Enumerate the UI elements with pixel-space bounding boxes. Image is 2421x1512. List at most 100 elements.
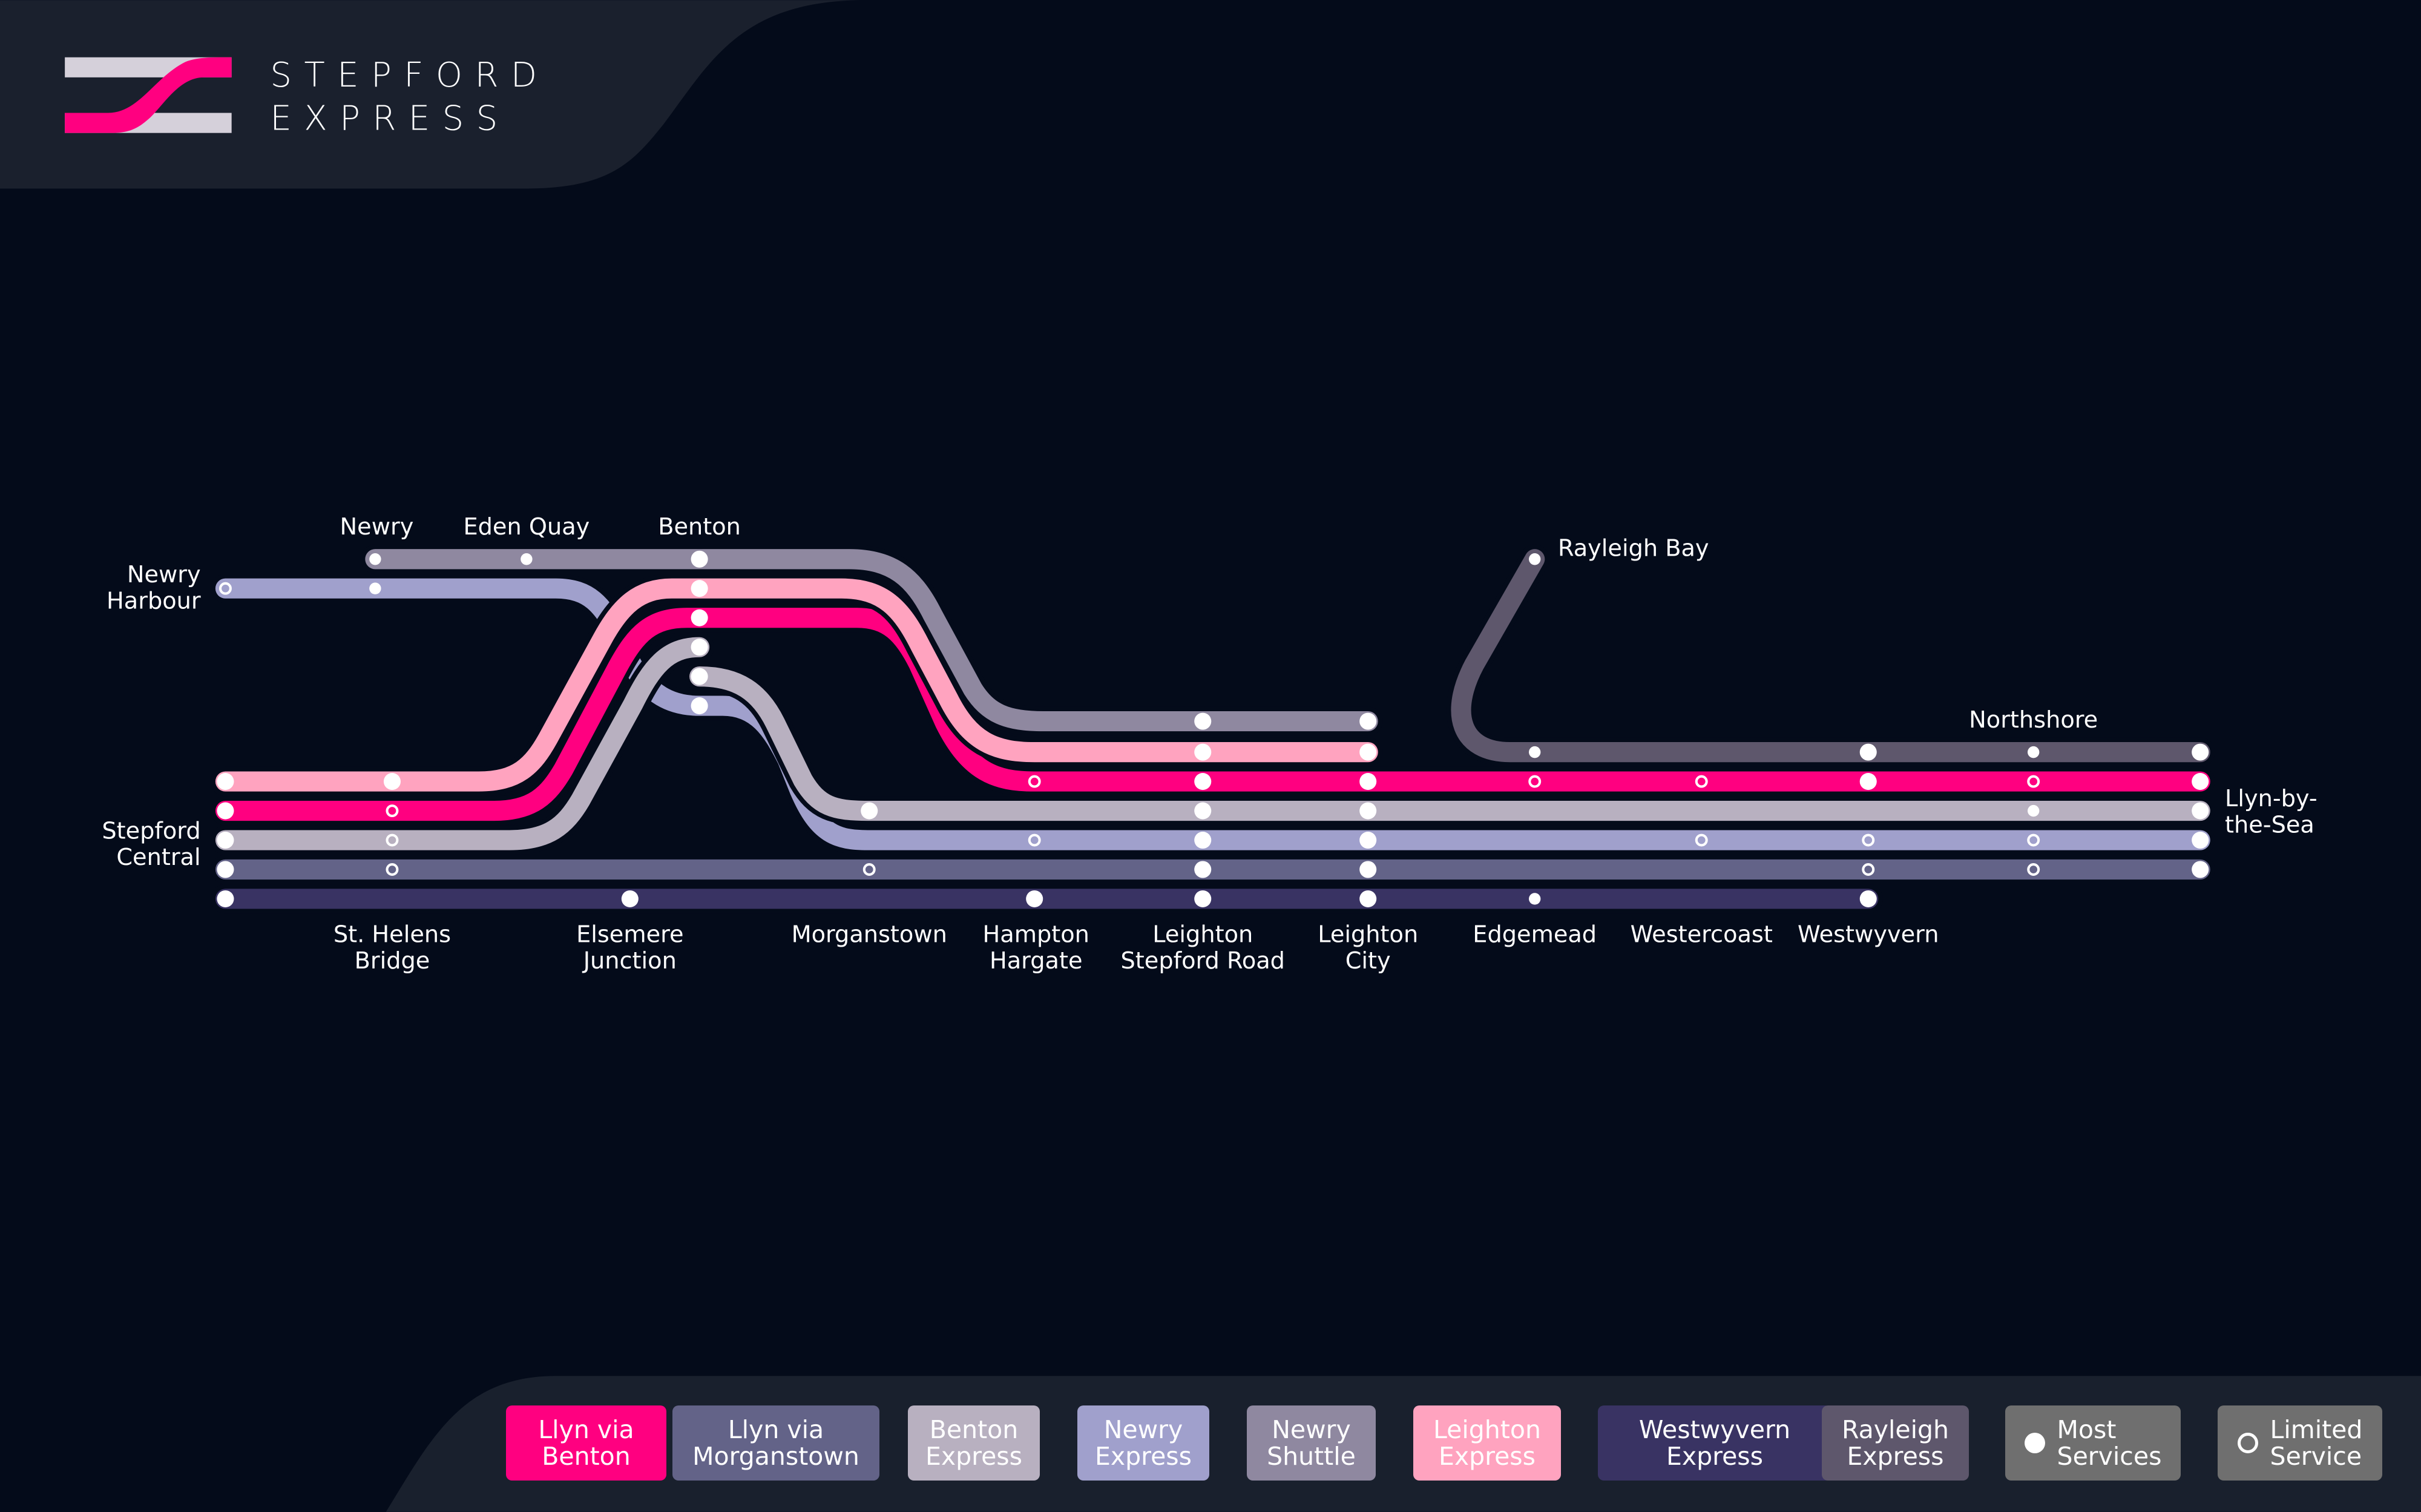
stop-marker-most-services — [861, 802, 878, 820]
stop-marker-most-services — [691, 580, 708, 597]
station-label-line: Edgemead — [1473, 921, 1597, 948]
stop-marker-most-services — [217, 773, 234, 791]
legend-label: Most Services — [2057, 1416, 2162, 1470]
station-label-st-helens-bridge[interactable]: St. Helens Bridge — [333, 921, 451, 974]
station-label-morganstown[interactable]: Morganstown — [792, 921, 947, 948]
stop-marker-most-services — [1359, 802, 1377, 820]
legend-label-line: Rayleigh — [1842, 1415, 1949, 1444]
stop-marker-most-services — [383, 773, 401, 791]
station-label-eden-quay[interactable]: Eden Quay — [463, 513, 590, 541]
station-label-line: the-Sea — [2225, 811, 2314, 838]
legend-label: Newry Shuttle — [1267, 1416, 1356, 1470]
station-label-line: Newry — [127, 561, 201, 588]
legend-label: Llyn via Benton — [538, 1416, 634, 1470]
stop-marker-most-services — [217, 861, 234, 878]
stop-marker-limited-service — [218, 582, 232, 595]
stop-marker-limited-service — [1695, 833, 1708, 847]
station-label-line: Benton — [658, 513, 741, 541]
stop-marker-most-services — [1359, 861, 1377, 878]
station-label-llyn-by-the-sea[interactable]: Llyn-by-the-Sea — [2225, 785, 2318, 838]
station-label-line: City — [1345, 947, 1391, 975]
llyn-benton-line — [215, 608, 2210, 821]
stop-marker-most-services — [2192, 861, 2209, 878]
stop-marker-most-services — [1529, 893, 1541, 905]
legend-label: Llyn via Morganstown — [692, 1416, 859, 1470]
legend-benton-express[interactable]: Benton Express — [908, 1405, 1040, 1481]
station-label-line: Eden Quay — [463, 513, 590, 541]
station-label-elsemere-junction[interactable]: Elsemere Junction — [576, 921, 683, 974]
legend-label-line: Express — [925, 1442, 1023, 1471]
station-label-northshore[interactable]: Northshore — [1969, 706, 2098, 734]
station-label-westercoast[interactable]: Westercoast — [1631, 921, 1773, 948]
station-label-line: Harbour — [107, 587, 201, 614]
stop-marker-most-services — [2192, 743, 2209, 761]
station-label-line: Stepford Road — [1121, 947, 1285, 975]
legend-westwyvern-express[interactable]: Westwyvern Express — [1598, 1405, 1831, 1481]
stop-marker-most-services — [1194, 802, 1212, 820]
station-label-line: Leighton — [1152, 921, 1253, 948]
station-label-line: Elsemere — [576, 921, 683, 948]
legend-newry-shuttle[interactable]: Newry Shuttle — [1247, 1405, 1376, 1481]
logo-text-line2: EXPRESS — [270, 99, 510, 139]
stop-marker-most-services — [1529, 553, 1541, 565]
stop-marker-most-services — [1194, 890, 1212, 907]
stop-marker-most-services — [1859, 743, 1877, 761]
legend-llyn-morganstown[interactable]: Llyn via Morganstown — [672, 1405, 879, 1481]
station-label-edgemead[interactable]: Edgemead — [1473, 921, 1597, 948]
legend-llyn-benton[interactable]: Llyn via Benton — [506, 1405, 666, 1481]
station-label-line: Junction — [582, 947, 677, 975]
logo: STEPFORD EXPRESS — [65, 56, 549, 139]
legend-rayleigh-express[interactable]: Rayleigh Express — [1822, 1405, 1969, 1481]
stop-marker-most-services — [1359, 832, 1377, 849]
stop-marker-limited-service — [2027, 863, 2040, 876]
station-label-rayleigh-bay[interactable]: Rayleigh Bay — [1558, 535, 1709, 562]
station-label-line: Leighton — [1318, 921, 1418, 948]
station-label-newry-harbour[interactable]: Newry Harbour — [107, 561, 201, 614]
rayleigh-express-line — [1451, 549, 2210, 763]
most-services-icon — [2024, 1433, 2045, 1453]
legend-limited-service[interactable]: Limited Service — [2218, 1405, 2382, 1481]
stop-marker-limited-service — [386, 804, 399, 818]
stop-marker-most-services — [521, 553, 533, 565]
station-label-hampton-hargate[interactable]: Hampton Hargate — [983, 921, 1089, 974]
station-label-line: Hampton — [983, 921, 1089, 948]
stop-marker-limited-service — [1528, 775, 1542, 788]
stop-marker-limited-service — [386, 833, 399, 847]
legend-label-line: Llyn via — [728, 1415, 824, 1444]
legend-label-line: Most — [2057, 1415, 2117, 1444]
stop-marker-most-services — [691, 550, 708, 568]
station-label-line: Bridge — [355, 947, 430, 975]
stop-marker-most-services — [691, 668, 708, 685]
station-label-stepford-central[interactable]: Stepford Central — [102, 817, 200, 870]
station-label-leighton-city[interactable]: Leighton City — [1318, 921, 1418, 974]
legend-label-line: Leighton — [1433, 1415, 1541, 1444]
station-label-benton[interactable]: Benton — [658, 513, 741, 541]
stop-marker-most-services — [2192, 832, 2209, 849]
stop-marker-most-services — [1194, 773, 1212, 791]
stop-marker-limited-service — [1695, 775, 1708, 788]
legend-most-services[interactable]: Most Services — [2005, 1405, 2181, 1481]
legend-label-line: Services — [2057, 1442, 2162, 1471]
legend-label-line: Shuttle — [1267, 1442, 1356, 1471]
station-label-newry[interactable]: Newry — [340, 513, 414, 541]
station-label-line: Northshore — [1969, 706, 2098, 734]
legend-newry-express[interactable]: Newry Express — [1077, 1405, 1209, 1481]
limited-service-icon — [2237, 1433, 2258, 1453]
station-label-westwyvern[interactable]: Westwyvern — [1798, 921, 1939, 948]
stop-marker-most-services — [2027, 746, 2040, 758]
station-label-leighton-stepford-road[interactable]: Leighton Stepford Road — [1121, 921, 1285, 974]
stop-marker-limited-service — [1028, 775, 1041, 788]
legend-label-line: Newry — [1272, 1415, 1351, 1444]
station-label-line: Morganstown — [792, 921, 947, 948]
legend-label-line: Service — [2270, 1442, 2362, 1471]
stop-marker-most-services — [217, 890, 234, 907]
legend-leighton-express[interactable]: Leighton Express — [1413, 1405, 1561, 1481]
stop-marker-most-services — [2027, 804, 2040, 817]
header-panel — [0, 0, 865, 189]
stop-marker-limited-service — [2027, 775, 2040, 788]
stop-marker-most-services — [1359, 712, 1377, 730]
logo-text-line1: STEPFORD — [270, 56, 549, 95]
legend-label: Westwyvern Express — [1639, 1416, 1790, 1470]
